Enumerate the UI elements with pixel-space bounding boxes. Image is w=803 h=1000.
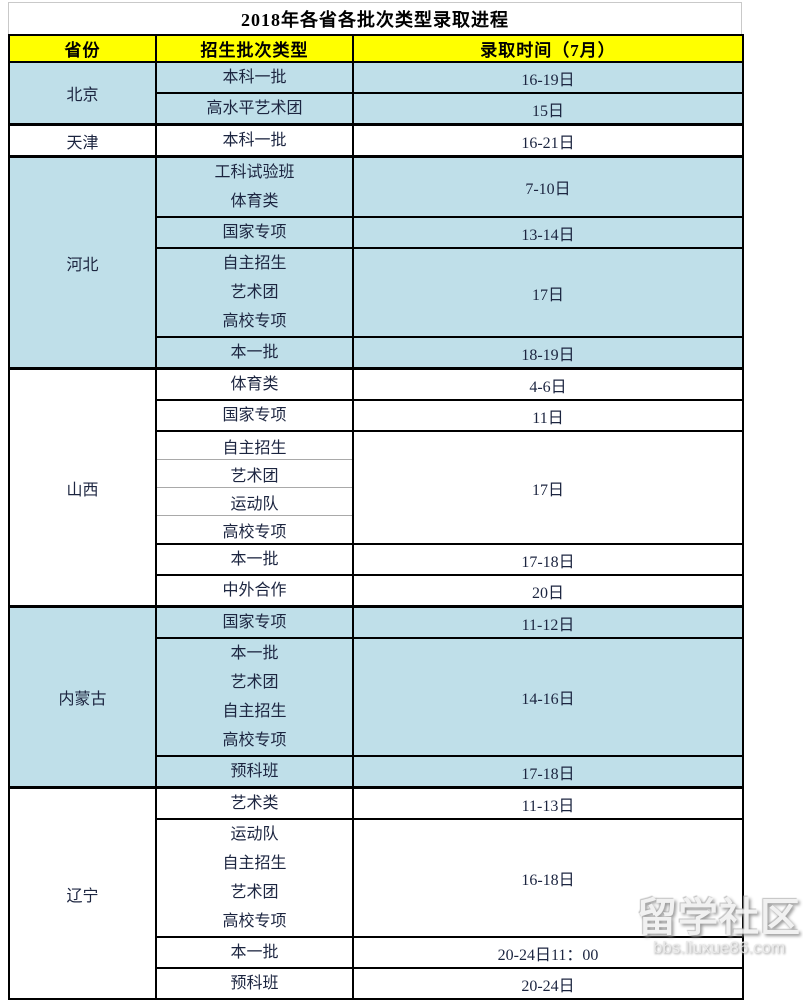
batch-type-line: 高校专项 (222, 913, 287, 930)
batch-type-line: 国家专项 (222, 407, 287, 424)
admission-time-cell: 16-21日 (352, 123, 744, 158)
table-row: 中外合作 20日 (9, 574, 744, 608)
admission-time-cell: 20-24日 (352, 967, 744, 1000)
table-row: 国家专项 13-14日 (9, 216, 744, 249)
admission-schedule-table: 省份 招生批次类型 录取时间（7月） 北京 本科一批 16-19日 高水平艺术团 15日… (8, 34, 744, 1000)
page-title: 2018年各省各批次类型录取进程 (8, 2, 742, 34)
batch-type-line: 自主招生 (222, 703, 287, 720)
batch-type-cell: 本科一批 (155, 61, 354, 94)
admission-time-cell: 18-19日 (352, 336, 744, 370)
table-row: 辽宁 艺术类 11-13日 (8, 786, 744, 1000)
batch-type-cell: 艺术类 (155, 786, 354, 820)
batch-type-line: 高校专项 (222, 313, 287, 330)
header-admission-time: 录取时间（7月） (352, 34, 744, 63)
batch-type-line: 中外合作 (222, 582, 287, 599)
admission-time-cell: 14-16日 (352, 637, 744, 757)
batch-type-cell: 中外合作 (155, 574, 354, 608)
table-row: 自主招生 17日 (9, 430, 744, 545)
admission-time-cell: 13-14日 (352, 216, 744, 249)
table-body: 北京 本科一批 16-19日 高水平艺术团 15日 天津 本科一批 16-21日 河北 工科试验班… (8, 61, 744, 1000)
table-row: 运动队 自主招生 艺术团 高校专项 16-18日 (9, 818, 744, 938)
batch-type-line: 工科试验班 (214, 164, 295, 181)
admission-time-cell: 16-19日 (352, 61, 744, 94)
batch-type-line: 体育类 (230, 193, 279, 210)
admission-time-cell: 15日 (352, 92, 744, 126)
table-row: 北京 本科一批 16-19日 (8, 61, 744, 126)
batch-type-line: 国家专项 (222, 224, 287, 241)
batch-type-cell: 工科试验班 体育类 (155, 155, 354, 218)
batch-type-line: 体育类 (230, 376, 279, 393)
batch-type-line: 预科班 (230, 975, 279, 992)
batch-type-line: 高水平艺术团 (206, 100, 303, 117)
province-cell: 辽宁 (8, 786, 157, 1000)
admission-time-cell: 20日 (352, 574, 744, 608)
batch-type-line: 国家专项 (222, 614, 287, 631)
province-cell: 天津 (8, 123, 157, 158)
batch-type-cell: 本一批 (155, 543, 354, 576)
admission-time-cell: 11-13日 (352, 786, 744, 820)
table-row: 自主招生 艺术团 高校专项 17日 (9, 247, 744, 338)
header-row: 省份 招生批次类型 录取时间（7月） (8, 34, 744, 63)
table-row: 国家专项 11日 (9, 399, 744, 432)
batch-type-line: 高校专项 (222, 732, 287, 749)
batch-type-cell: 本一批 (155, 336, 354, 370)
batch-type-cell: 本一批艺术团自主招生高校专项 (155, 637, 354, 757)
admission-time-cell: 4-6日 (352, 367, 744, 401)
batch-type-line: 运动队 (230, 826, 279, 843)
batch-type-line: 艺术团 (230, 284, 279, 301)
batch-type-line: 自主招生 (222, 255, 287, 272)
batch-type-line: 艺术团 (230, 674, 279, 691)
batch-type-cell: 国家专项 (155, 399, 354, 432)
admission-time-cell: 11日 (352, 399, 744, 432)
batch-type-line: 预科班 (230, 763, 279, 780)
batch-type-line: 本科一批 (222, 69, 287, 86)
batch-type-line: 艺术类 (230, 795, 279, 812)
province-cell: 河北 (8, 155, 157, 370)
batch-type-line: 本一批 (230, 551, 279, 568)
admission-time-cell: 17-18日 (352, 755, 744, 789)
admission-time-cell: 20-24日11：00 (352, 936, 744, 969)
batch-type-line: 本一批 (230, 645, 279, 662)
province-cell: 内蒙古 (8, 605, 157, 789)
table-row: 天津 本科一批 16-21日 (8, 123, 744, 158)
table-row: 内蒙古 国家专项 11-12日 (8, 605, 744, 789)
province-cell: 山西 (8, 367, 157, 608)
batch-type-cell: 艺术团 (155, 459, 354, 488)
table-row: 山西 体育类 4-6日 (8, 367, 744, 608)
admission-time-cell: 7-10日 (352, 155, 744, 218)
table-row: 运动队 (9, 487, 743, 516)
table-row: 预科班 17-18日 (9, 755, 744, 789)
batch-type-line: 本一批 (230, 944, 279, 961)
admission-time-cell: 17日 (352, 247, 744, 338)
header-province: 省份 (8, 34, 157, 63)
batch-type-cell: 本科一批 (155, 123, 354, 158)
admission-time-cell: 16-18日 (352, 818, 744, 938)
table-row: 本一批 艺术团 自主招生 高校专项 14-16日 (9, 637, 744, 757)
batch-type-line: 自主招生 (222, 855, 287, 872)
batch-type-cell: 预科班 (155, 755, 354, 789)
batch-type-line: 艺术团 (230, 884, 279, 901)
admission-time-cell: 11-12日 (352, 605, 744, 639)
batch-type-cell: 自主招生 (155, 430, 354, 460)
batch-type-cell: 国家专项 (155, 605, 354, 639)
table-row: 河北 工科试验班 体育类 7-10日 (8, 155, 744, 370)
header-batch-type: 招生批次类型 (155, 34, 354, 63)
batch-type-cell: 高校专项 (155, 515, 354, 545)
batch-type-cell: 本一批 (155, 936, 354, 969)
admission-time-cell: 17-18日 (352, 543, 744, 576)
batch-type-line: 本一批 (230, 344, 279, 361)
table-header: 省份 招生批次类型 录取时间（7月） (8, 34, 744, 63)
province-cell: 北京 (8, 61, 157, 126)
admission-time-cell: 17日 (352, 430, 744, 545)
batch-type-line: 本科一批 (222, 132, 287, 149)
batch-type-cell: 运动队自主招生艺术团高校专项 (155, 818, 354, 938)
batch-type-cell: 国家专项 (155, 216, 354, 249)
batch-type-cell: 预科班 (155, 967, 354, 1000)
batch-type-cell: 自主招生艺术团高校专项 (155, 247, 354, 338)
batch-type-cell: 运动队 (155, 487, 354, 516)
batch-type-cell: 体育类 (155, 367, 354, 401)
table-row: 本一批 17-18日 (9, 543, 744, 576)
batch-type-cell: 高水平艺术团 (155, 92, 354, 126)
